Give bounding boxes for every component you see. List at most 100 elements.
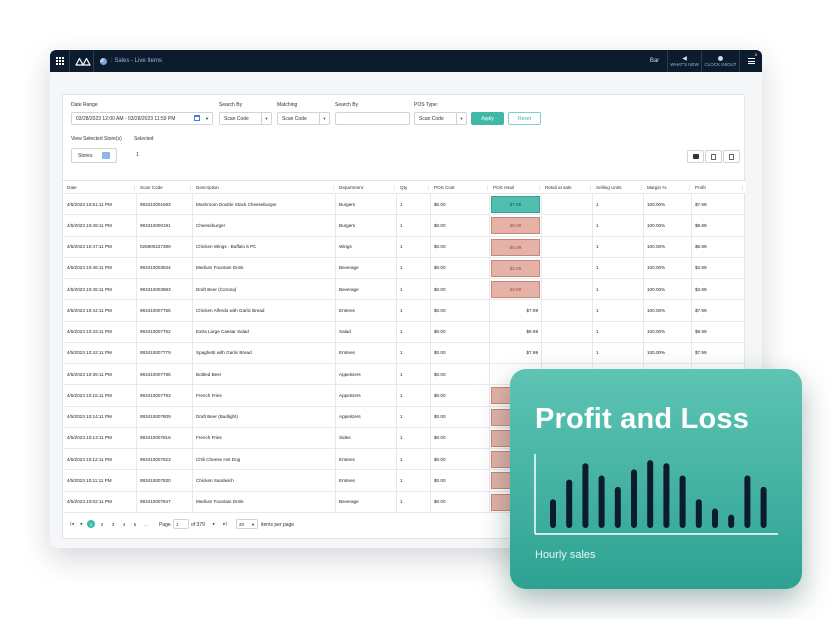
reset-button[interactable]: Reset bbox=[508, 112, 541, 125]
clock-in-out-button[interactable]: CLOCK IN/OUT bbox=[702, 50, 740, 72]
column-divider bbox=[396, 300, 397, 321]
column-header[interactable]: Retail at sale ⋮ bbox=[543, 181, 594, 193]
chart-bar bbox=[712, 508, 718, 528]
cell-profit: $8.99 bbox=[695, 329, 707, 335]
table-row[interactable]: 4/5/2023 10:47:11 PM 025900227399 Chicken … bbox=[63, 236, 746, 258]
column-divider bbox=[335, 215, 336, 236]
column-menu-icon[interactable]: ⋮ bbox=[740, 185, 745, 191]
per-page-value: 20 bbox=[239, 521, 245, 527]
column-header[interactable]: Profit ⋮ bbox=[693, 181, 746, 193]
page-number-button[interactable]: 4 bbox=[122, 521, 126, 527]
page-number-button[interactable]: 3 bbox=[111, 521, 115, 527]
matching-value: Scan Code bbox=[282, 115, 307, 122]
column-menu-icon[interactable]: ⋮ bbox=[188, 185, 193, 191]
table-row[interactable]: 4/5/2023 10:51:11 PM 993410001593 Mushroom… bbox=[63, 194, 746, 216]
column-divider bbox=[396, 321, 397, 342]
table-row[interactable]: 4/5/2023 10:42:11 PM 993410007779 Spaghett… bbox=[63, 342, 746, 364]
column-divider bbox=[396, 257, 397, 278]
column-header[interactable]: Scan Code ⋮ bbox=[138, 181, 194, 193]
stores-button[interactable]: Stores bbox=[71, 148, 117, 163]
column-divider bbox=[396, 215, 397, 236]
column-divider bbox=[335, 364, 336, 385]
column-divider bbox=[541, 279, 542, 300]
column-divider bbox=[430, 385, 431, 406]
export-pdf-button[interactable] bbox=[705, 150, 722, 163]
whats-new-label: WHAT'S NEW bbox=[670, 62, 699, 67]
column-header[interactable]: Description ⋮ bbox=[194, 181, 337, 193]
brand-logo-icon[interactable] bbox=[72, 50, 94, 72]
clock-label: CLOCK IN/OUT bbox=[704, 61, 737, 67]
table-row[interactable]: 4/5/2023 10:44:11 PM 993410007755 Chicken … bbox=[63, 300, 746, 322]
column-menu-icon[interactable]: ⋮ bbox=[687, 185, 692, 191]
pos-retail-cell[interactable]: $2.99 bbox=[491, 259, 540, 277]
column-divider bbox=[430, 449, 431, 470]
column-header[interactable]: POS retail ⋮ bbox=[491, 181, 543, 193]
column-menu-icon[interactable]: ⋮ bbox=[331, 185, 336, 191]
column-divider bbox=[592, 279, 593, 300]
column-divider bbox=[430, 364, 431, 385]
cell-cost: $0.00 bbox=[434, 392, 446, 398]
pos-retail-cell[interactable]: $5.99 bbox=[491, 238, 540, 256]
date-range-input[interactable]: 03/28/2023 12:00 AM - 03/28/2023 11:59 P… bbox=[71, 112, 213, 125]
column-menu-icon[interactable]: ⋮ bbox=[426, 185, 431, 191]
column-divider bbox=[335, 257, 336, 278]
chart-bar bbox=[550, 499, 556, 528]
prev-page-button[interactable]: ◂ bbox=[79, 521, 83, 526]
column-header-label: Selling Units bbox=[596, 184, 622, 190]
bar-store-label[interactable]: Bar bbox=[642, 50, 668, 72]
column-menu-icon[interactable]: ⋮ bbox=[639, 185, 644, 191]
column-divider bbox=[192, 406, 193, 427]
cell-qty: 1 bbox=[400, 265, 403, 271]
column-divider bbox=[592, 342, 593, 363]
column-header[interactable]: Department ⋮ bbox=[337, 181, 398, 193]
hamburger-menu-button[interactable]: 0 bbox=[740, 50, 762, 72]
table-row[interactable]: 4/5/2023 10:49:11 PM 993410000191 Cheesebu… bbox=[63, 215, 746, 237]
export-csv-button[interactable] bbox=[723, 150, 740, 163]
page-number-button[interactable]: 1 bbox=[87, 520, 95, 528]
page-number-button[interactable]: 5 bbox=[133, 521, 137, 527]
column-menu-icon[interactable]: ⋮ bbox=[588, 185, 593, 191]
page-number-button[interactable]: 2 bbox=[100, 521, 104, 527]
column-divider bbox=[430, 236, 431, 257]
matching-select[interactable]: Scan Code ▼ bbox=[277, 112, 330, 125]
table-row[interactable]: 4/5/2023 10:46:11 PM 993410003634 Medium F… bbox=[63, 257, 746, 279]
column-header[interactable]: Date ⋮ bbox=[65, 181, 138, 193]
pos-retail-cell[interactable]: $7.99 bbox=[491, 196, 540, 213]
column-header[interactable]: POS Cost ⋮ bbox=[432, 181, 491, 193]
print-button[interactable] bbox=[687, 150, 704, 163]
page-number-button[interactable]: ... bbox=[144, 521, 148, 527]
apply-button[interactable]: Apply bbox=[471, 112, 504, 125]
column-header[interactable]: Qty ⋮ bbox=[398, 181, 432, 193]
pos-retail-cell[interactable]: $8.99 bbox=[491, 217, 540, 235]
column-menu-icon[interactable]: ⋮ bbox=[485, 185, 490, 191]
next-page-button[interactable]: ▸ bbox=[212, 521, 216, 526]
pos-type-select[interactable]: Scan Code ▼ bbox=[414, 112, 467, 125]
table-row[interactable]: 4/5/2023 10:45:11 PM 993410003993 Draft Be… bbox=[63, 279, 746, 301]
pos-retail-cell: $7.99 bbox=[526, 350, 539, 356]
cell-dept: Appetizers bbox=[339, 371, 361, 377]
apps-grid-icon[interactable] bbox=[50, 50, 70, 72]
search-by-select[interactable]: Scan Code ▼ bbox=[219, 112, 272, 125]
whats-new-button[interactable]: ◀ WHAT'S NEW bbox=[668, 50, 702, 72]
column-divider bbox=[396, 470, 397, 491]
column-divider bbox=[430, 215, 431, 236]
column-header[interactable]: Selling Units ⋮ bbox=[594, 181, 645, 193]
column-header[interactable]: Margin % ⋮ bbox=[645, 181, 693, 193]
column-divider bbox=[489, 449, 490, 470]
pos-type-label: POS Type: bbox=[414, 102, 439, 108]
table-row[interactable]: 4/5/2023 10:43:11 PM 993410007762 Extra La… bbox=[63, 321, 746, 343]
cell-desc: Medium Fountain Drink bbox=[196, 499, 244, 505]
cell-cost: $0.00 bbox=[434, 286, 446, 292]
column-divider bbox=[489, 194, 490, 215]
first-page-button[interactable]: |◂ bbox=[70, 521, 74, 526]
pos-retail-cell[interactable]: $3.99 bbox=[491, 281, 540, 298]
last-page-button[interactable]: ▸| bbox=[223, 521, 227, 526]
search-text-input[interactable] bbox=[335, 112, 410, 125]
cell-dept: Salad bbox=[339, 329, 351, 335]
page-number-input[interactable]: 1 bbox=[173, 519, 189, 529]
column-menu-icon[interactable]: ⋮ bbox=[132, 185, 137, 191]
column-menu-icon[interactable]: ⋮ bbox=[392, 185, 397, 191]
column-menu-icon[interactable]: ⋮ bbox=[537, 185, 542, 191]
per-page-select[interactable]: 20 ▼ bbox=[236, 519, 258, 529]
column-divider bbox=[136, 279, 137, 300]
